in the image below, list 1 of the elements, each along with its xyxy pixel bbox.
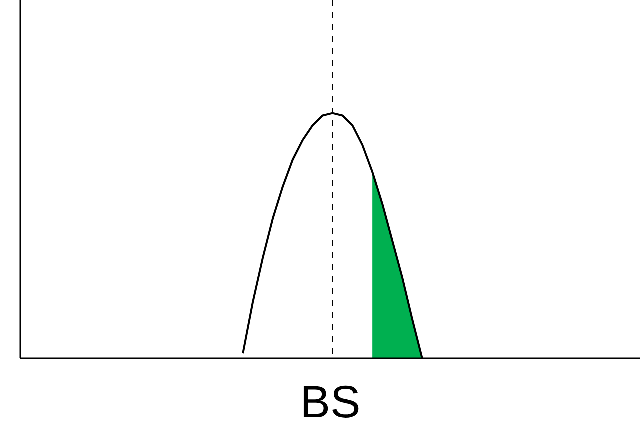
x-axis-title: BS xyxy=(300,376,361,428)
